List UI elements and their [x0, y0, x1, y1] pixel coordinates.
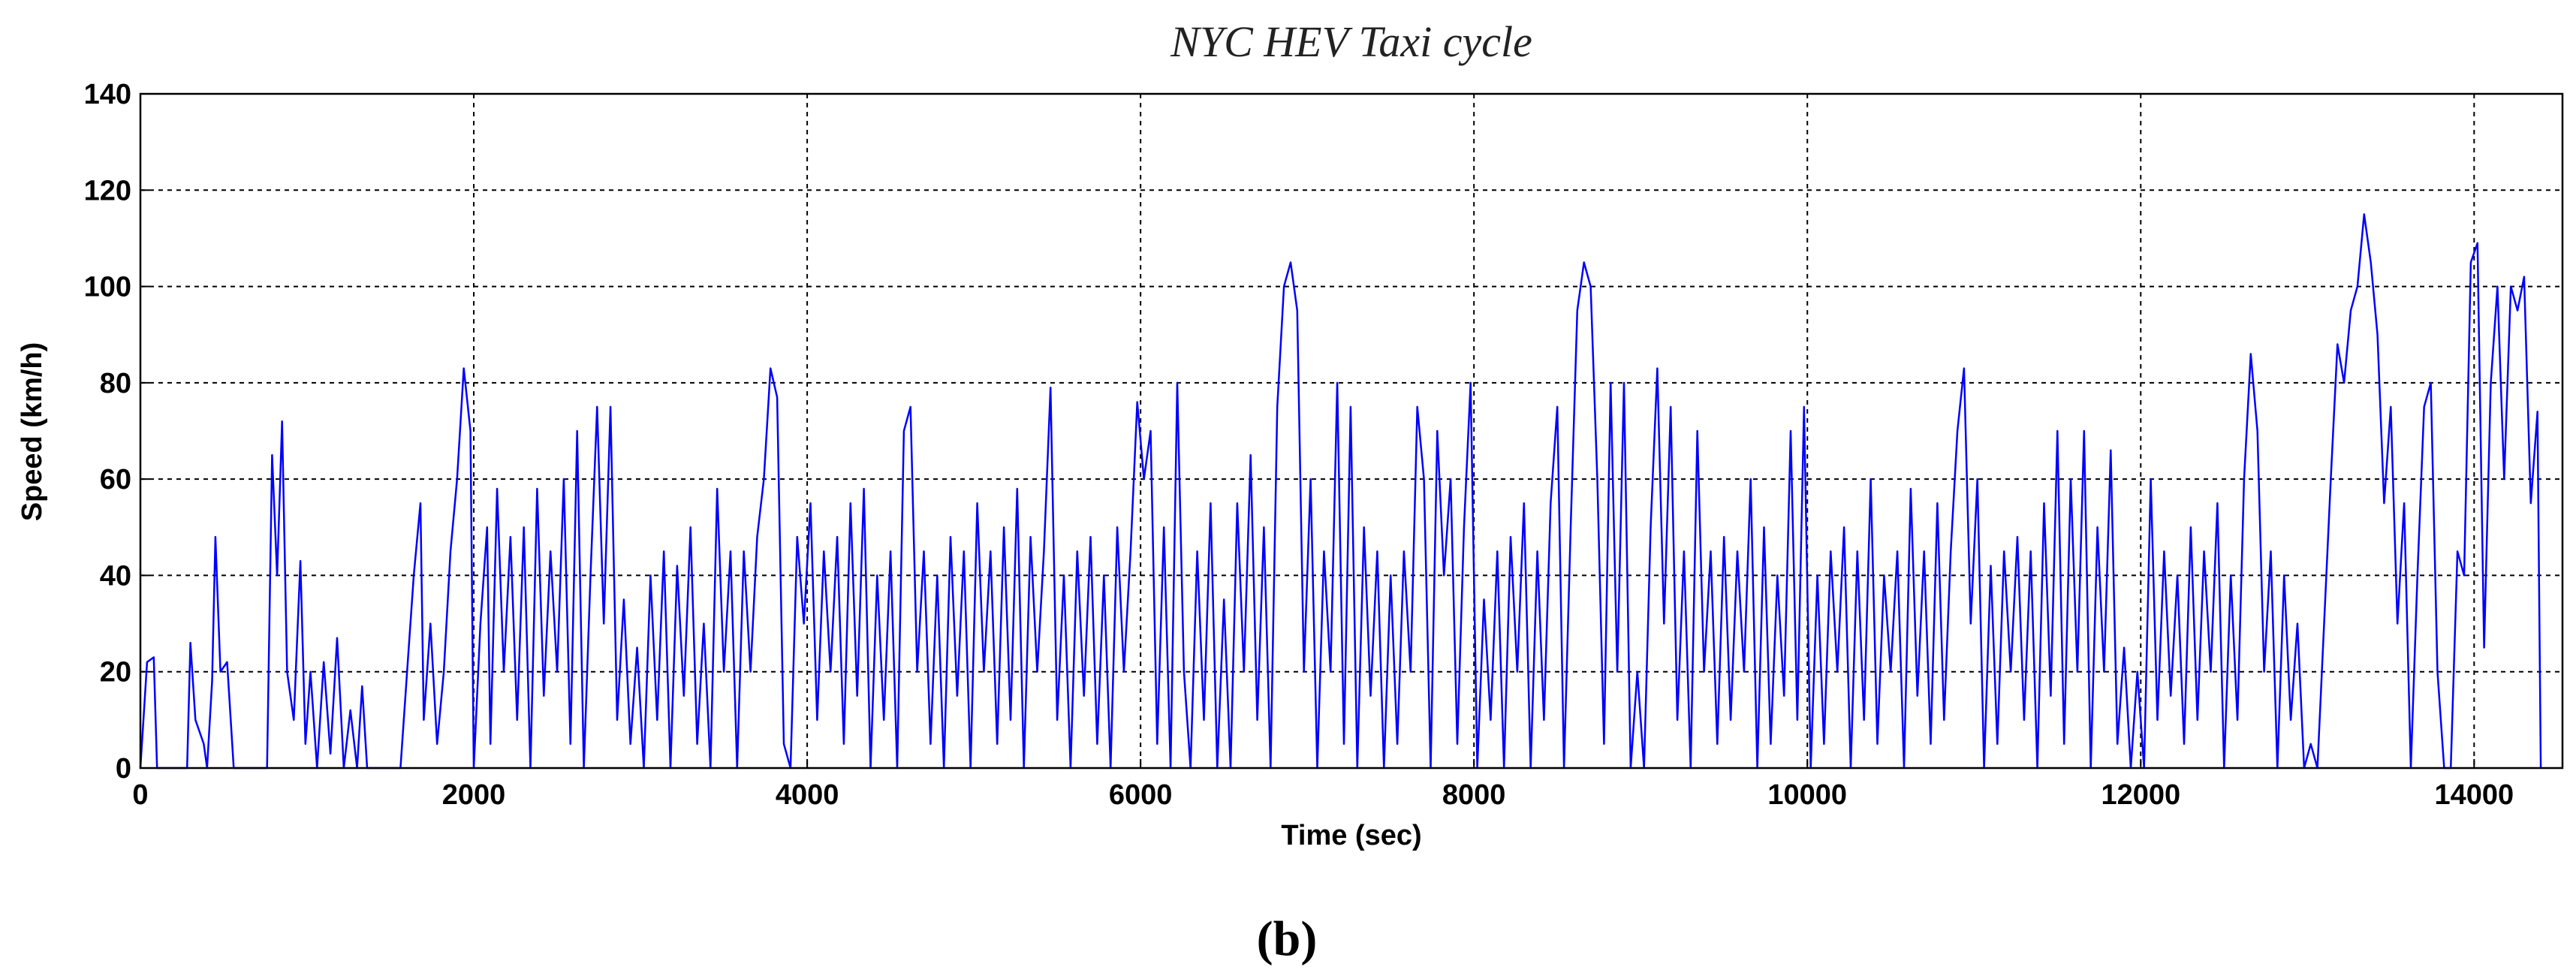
x-tick-label: 10000 — [1767, 779, 1847, 811]
x-tick-label: 0 — [132, 779, 148, 811]
y-axis-label: Speed (km/h) — [17, 342, 48, 522]
y-tick-label: 100 — [84, 272, 131, 303]
x-tick-label: 2000 — [442, 779, 506, 811]
x-tick-label: 8000 — [1442, 779, 1506, 811]
y-tick-label: 140 — [84, 79, 131, 110]
x-tick-label: 4000 — [776, 779, 839, 811]
chart-title: NYC HEV Taxi cycle — [1170, 17, 1532, 66]
x-tick-label: 6000 — [1109, 779, 1173, 811]
y-tick-label: 0 — [116, 753, 131, 785]
y-tick-label: 80 — [100, 368, 131, 399]
y-tick-label: 60 — [100, 464, 131, 496]
x-axis-label: Time (sec) — [1281, 820, 1421, 851]
y-tick-label: 40 — [100, 560, 131, 592]
x-tick-label: 14000 — [2434, 779, 2514, 811]
plot-frame — [139, 92, 2564, 770]
y-tick-label: 120 — [84, 175, 131, 206]
y-tick-label: 20 — [100, 657, 131, 688]
speed-line — [139, 213, 2542, 770]
x-tick-label: 12000 — [2101, 779, 2180, 811]
caption: (b) — [1257, 911, 1318, 966]
